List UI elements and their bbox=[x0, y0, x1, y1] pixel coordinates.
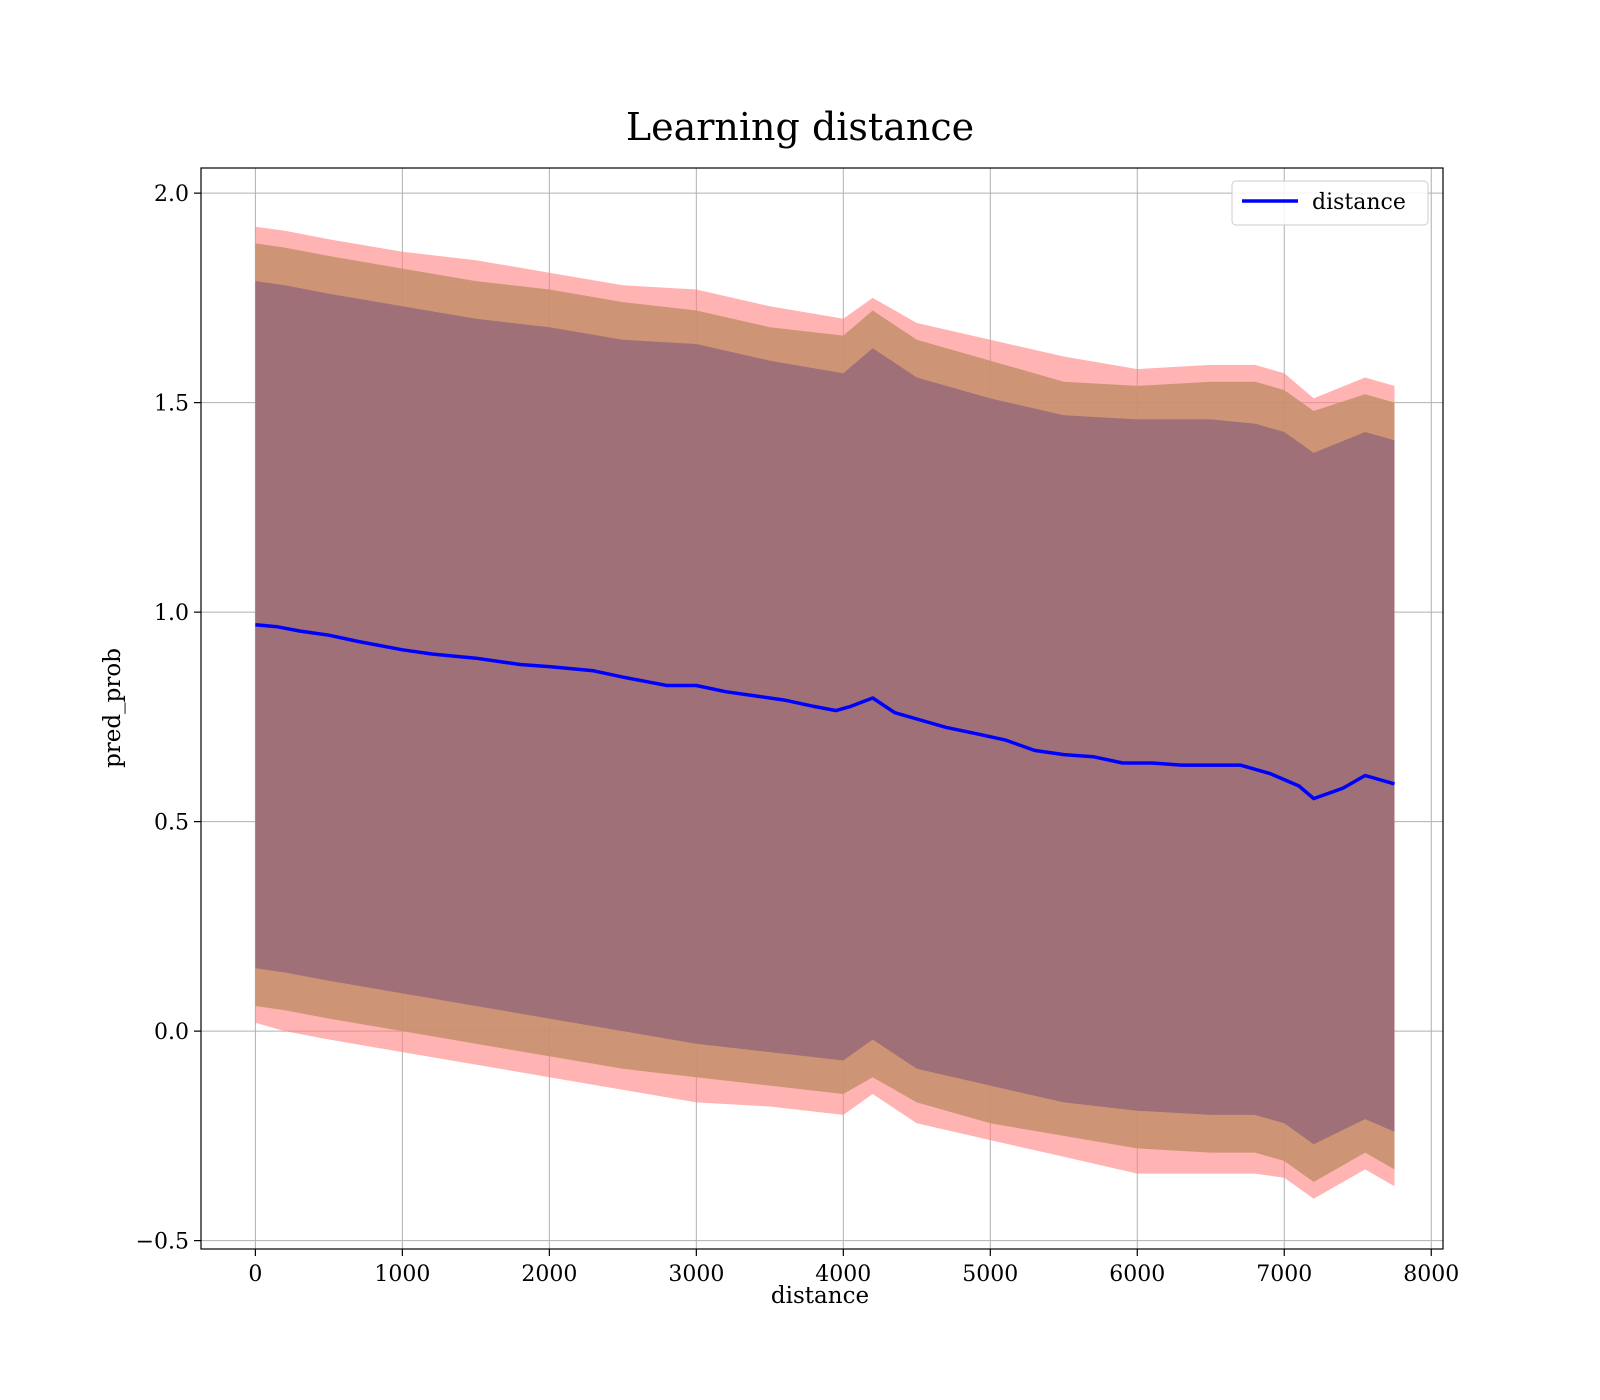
x-axis-ticks: 0 1000 2000 3000 4000 5000 6000 7000 8000 bbox=[248, 1249, 1459, 1287]
x-tick-label-0: 0 bbox=[248, 1262, 262, 1287]
band-inner bbox=[255, 281, 1395, 1145]
y-tick-label-1: 0.0 bbox=[154, 1020, 189, 1045]
x-axis-label: distance bbox=[771, 1283, 869, 1309]
x-tick-label-5: 5000 bbox=[962, 1262, 1018, 1287]
x-tick-label-2: 2000 bbox=[521, 1262, 577, 1287]
y-tick-label-5: 2.0 bbox=[154, 182, 189, 207]
confidence-bands bbox=[255, 226, 1395, 1199]
y-tick-label-0: −0.5 bbox=[136, 1230, 189, 1255]
y-tick-label-3: 1.0 bbox=[154, 601, 189, 626]
series-lines bbox=[255, 622, 1395, 801]
y-axis-ticks: −0.5 0.0 0.5 1.0 1.5 2.0 bbox=[136, 182, 201, 1255]
x-tick-label-6: 6000 bbox=[1109, 1262, 1165, 1287]
plot-frame bbox=[200, 167, 1444, 1250]
x-tick-label-8: 8000 bbox=[1403, 1262, 1459, 1287]
legend-label-distance: distance bbox=[1312, 190, 1406, 215]
legend: distance bbox=[1231, 180, 1429, 226]
x-tick-label-4: 4000 bbox=[815, 1262, 871, 1287]
y-axis-label: pred_prob bbox=[100, 648, 126, 768]
y-tick-label-2: 0.5 bbox=[154, 811, 189, 836]
y-tick-label-4: 1.5 bbox=[154, 392, 189, 417]
legend-box bbox=[1231, 180, 1429, 226]
series-line-distance bbox=[255, 622, 1395, 801]
chart-title: Learning distance bbox=[626, 105, 974, 149]
x-tick-label-3: 3000 bbox=[668, 1262, 724, 1287]
x-tick-label-1: 1000 bbox=[374, 1262, 430, 1287]
x-tick-label-7: 7000 bbox=[1256, 1262, 1312, 1287]
